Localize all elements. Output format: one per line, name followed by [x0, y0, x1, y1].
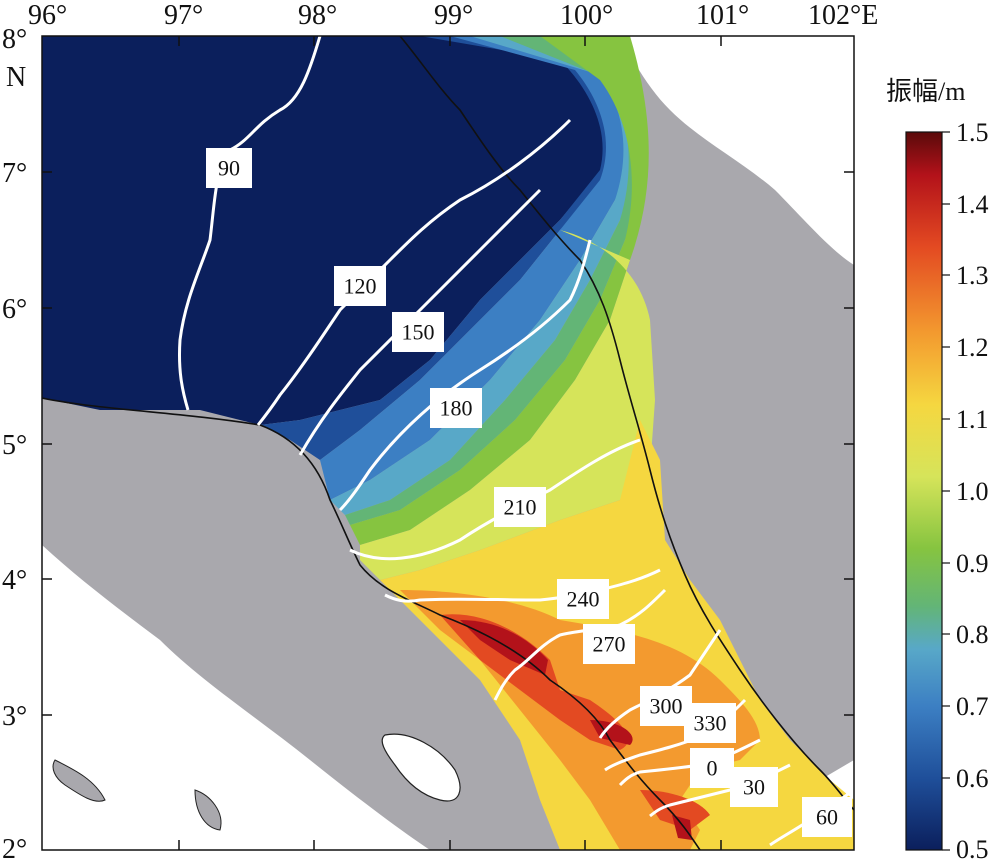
- lon-label: 96°: [28, 0, 67, 31]
- contour-label-240: 240: [557, 579, 609, 619]
- svg-text:150: 150: [402, 320, 435, 345]
- lake-toba: [381, 733, 461, 802]
- colorbar: 振幅/m 1.5 1.4 1.3 1.2 1.1 1.0 0.9 0.8 0.7…: [886, 77, 989, 864]
- coastline-sumatra: [42, 397, 701, 850]
- svg-text:90: 90: [218, 156, 240, 181]
- map-panel: 90 120 150 180 210 240 270 300 330 0 30 …: [42, 36, 854, 850]
- coastline-malay-peninsula: [399, 36, 854, 811]
- colorbar-tick-label: 1.2: [956, 333, 989, 362]
- contour-label-330: 330: [684, 703, 736, 743]
- colorbar-tick-label: 1.4: [956, 190, 989, 219]
- lon-label: 98°: [298, 0, 337, 31]
- lon-label: 99°: [434, 0, 473, 31]
- ocean-northeast: [620, 36, 854, 265]
- longitude-labels: 96° 97° 98° 99° 100° 101° 102°E: [28, 0, 878, 31]
- colorbar-tick-label: 0.7: [956, 692, 989, 721]
- colorbar-tick-label: 1.5: [956, 118, 989, 147]
- colorbar-gradient: [905, 131, 943, 851]
- svg-text:210: 210: [504, 495, 537, 520]
- contour-label-300: 300: [640, 686, 692, 726]
- contour-label-120: 120: [334, 266, 386, 306]
- lat-label: 5°: [2, 430, 27, 461]
- latitude-labels: 8° N 7° 6° 5° 4° 3° 2°: [2, 24, 27, 865]
- svg-text:240: 240: [567, 587, 600, 612]
- lat-label: 2°: [2, 834, 27, 860]
- colorbar-tick-label: 0.9: [956, 549, 989, 578]
- svg-text:0: 0: [707, 756, 718, 781]
- lat-label: 7°: [2, 158, 27, 189]
- colorbar-ticks: [942, 131, 950, 851]
- svg-text:300: 300: [650, 694, 683, 719]
- svg-text:60: 60: [816, 805, 838, 830]
- colorbar-title: 振幅/m: [886, 77, 965, 106]
- island-sw-1: [52, 759, 106, 802]
- svg-text:180: 180: [440, 396, 473, 421]
- colorbar-tick-label: 1.0: [956, 477, 989, 506]
- contour-label-60: 60: [802, 797, 852, 837]
- contour-label-0: 0: [690, 748, 734, 788]
- contour-label-270: 270: [583, 624, 635, 664]
- colorbar-tick-label: 1.3: [956, 261, 989, 290]
- colorbar-tick-label: 0.6: [956, 764, 989, 793]
- lat-label: 8°: [2, 24, 27, 55]
- lat-label: N: [6, 62, 26, 93]
- lon-label: 102°E: [808, 0, 878, 31]
- contour-label-180: 180: [430, 388, 482, 428]
- ocean-southwest: [42, 545, 430, 850]
- lon-label: 100°: [560, 0, 613, 31]
- lon-label: 97°: [164, 0, 203, 31]
- contour-label-30: 30: [730, 767, 778, 807]
- frame-ticks: [42, 36, 854, 850]
- lat-label: 6°: [2, 294, 27, 325]
- lat-label: 3°: [2, 701, 27, 732]
- lat-label: 4°: [2, 565, 27, 596]
- colorbar-tick-label: 0.5: [956, 835, 989, 860]
- colorbar-tick-label: 0.8: [956, 620, 989, 649]
- contour-label-210: 210: [494, 487, 546, 527]
- svg-text:270: 270: [593, 632, 626, 657]
- lon-label: 101°: [696, 0, 749, 31]
- svg-text:30: 30: [743, 775, 765, 800]
- svg-text:330: 330: [694, 711, 727, 736]
- contour-label-90: 90: [206, 148, 252, 188]
- colorbar-tick-label: 1.1: [956, 405, 989, 434]
- contour-label-150: 150: [392, 312, 444, 352]
- island-sw-2: [194, 789, 222, 831]
- contour-labels: 90 120 150 180 210 240 270 300 330 0 30 …: [206, 148, 852, 837]
- map-frame: [41, 35, 855, 851]
- svg-text:120: 120: [344, 274, 377, 299]
